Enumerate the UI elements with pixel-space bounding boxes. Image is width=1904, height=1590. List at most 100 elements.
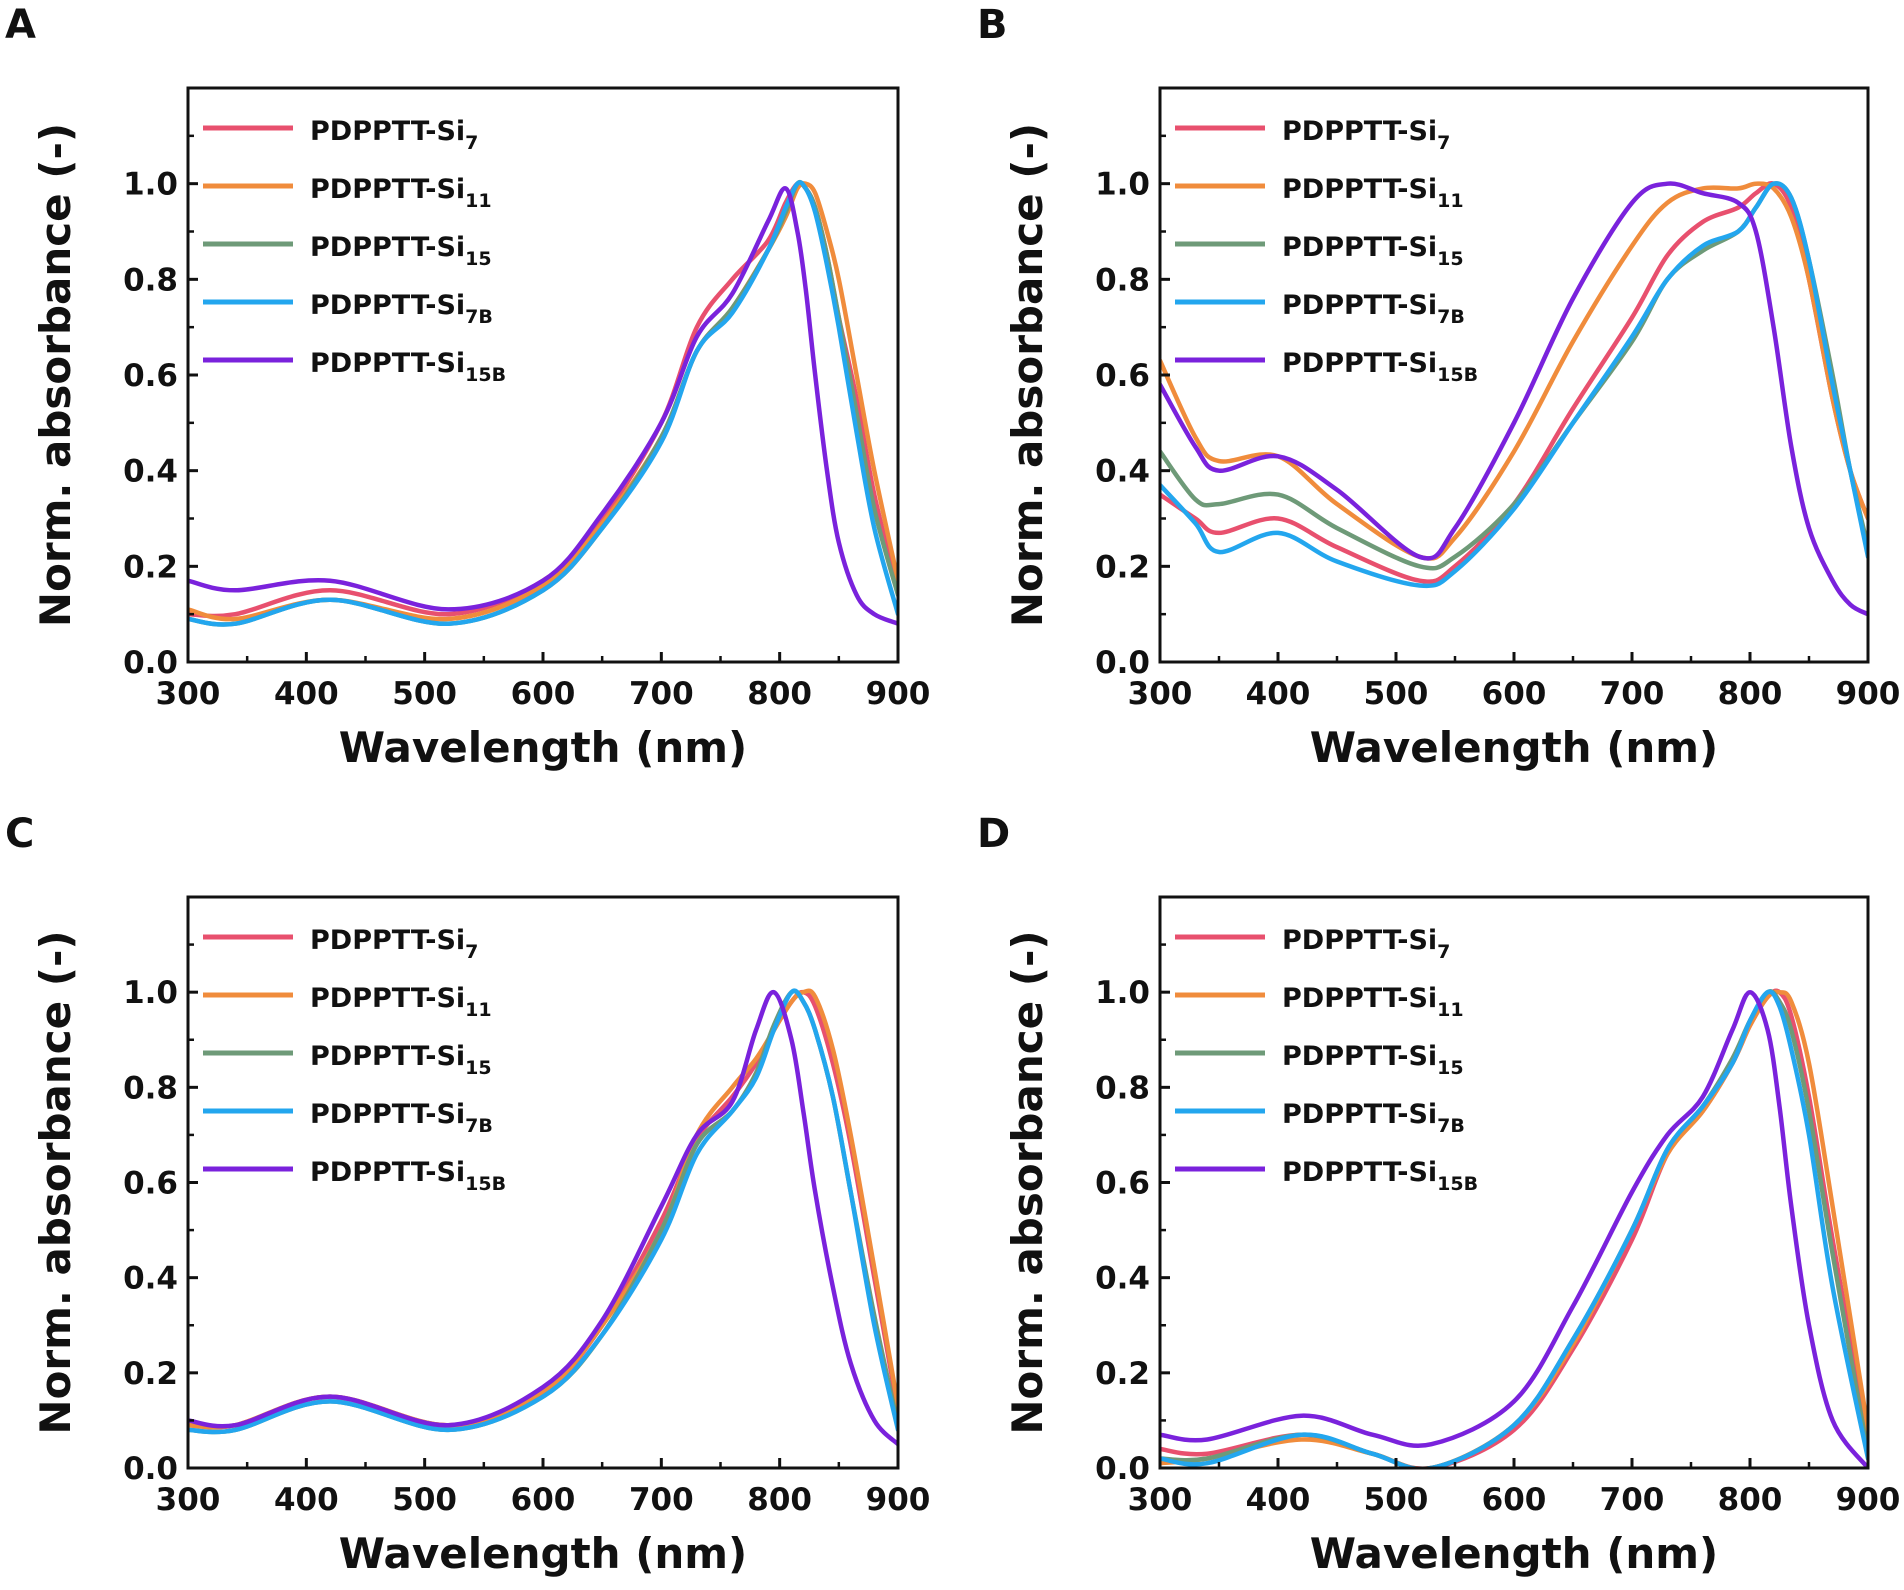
series-line-si7b	[1160, 181, 1868, 589]
legend-label-main: PDPPTT-Si	[1282, 983, 1437, 1014]
x-tick-label: 600	[511, 1482, 576, 1518]
y-axis-title: Norm. absorbance (-)	[1003, 123, 1052, 627]
legend-label: PDPPTT-Si15B	[1282, 1157, 1478, 1195]
y-tick-label: 0.8	[1095, 1070, 1150, 1106]
legend: PDPPTT-Si7PDPPTT-Si11PDPPTT-Si15PDPPTT-S…	[1175, 116, 1478, 386]
x-tick-label: 300	[1128, 676, 1193, 712]
plot-frame	[1158, 895, 1870, 1470]
y-tick-label: 0.8	[1095, 262, 1150, 298]
legend-label-main: PDPPTT-Si	[1282, 1041, 1437, 1072]
x-tick-label: 700	[1600, 1482, 1665, 1518]
legend: PDPPTT-Si7PDPPTT-Si11PDPPTT-Si15PDPPTT-S…	[203, 116, 506, 386]
x-tick-label: 900	[1836, 676, 1901, 712]
legend-label-subscript: 11	[465, 999, 491, 1021]
legend-label: PDPPTT-Si7B	[310, 1099, 493, 1137]
legend-label: PDPPTT-Si7B	[310, 290, 493, 328]
y-tick-label: 0.2	[1095, 549, 1150, 585]
x-tick-label: 500	[392, 676, 457, 712]
plot-frame	[186, 86, 900, 664]
legend-label-main: PDPPTT-Si	[310, 925, 465, 956]
y-tick-label: 0.4	[123, 454, 178, 490]
series-line-si15	[188, 179, 898, 627]
x-tick-label: 900	[1836, 1482, 1901, 1518]
legend-label-subscript: 7	[465, 132, 478, 154]
legend-label: PDPPTT-Si7	[310, 116, 478, 154]
y-tick-label: 1.0	[123, 975, 178, 1011]
legend-label-main: PDPPTT-Si	[310, 1041, 465, 1072]
y-tick-label: 0.0	[123, 645, 178, 681]
x-axis-title: Wavelength (nm)	[339, 1529, 748, 1578]
y-tick-label: 0.6	[123, 1166, 178, 1202]
panel-letter: D	[977, 811, 1010, 857]
series-group	[188, 179, 898, 627]
x-tick-label: 700	[1600, 676, 1665, 712]
y-tick-label: 1.0	[1095, 975, 1150, 1011]
legend-label-subscript: 15B	[465, 1173, 506, 1195]
y-axis-title: Norm. absorbance (-)	[31, 123, 80, 627]
legend-label-subscript: 7B	[1437, 1115, 1465, 1137]
panel-letter: B	[977, 2, 1008, 48]
plot-frame	[186, 895, 900, 1470]
series-line-si15b	[1160, 989, 1868, 1468]
legend-label: PDPPTT-Si15	[310, 232, 492, 270]
legend-label-subscript: 15	[1437, 1057, 1463, 1079]
x-tick-label: 700	[629, 676, 694, 712]
x-tick-label: 600	[1482, 1482, 1547, 1518]
legend-label-subscript: 11	[465, 190, 491, 212]
series-line-si15b	[1160, 181, 1868, 617]
x-tick-label: 400	[1246, 1482, 1311, 1518]
legend-label: PDPPTT-Si11	[1282, 174, 1464, 212]
legend-label-main: PDPPTT-Si	[310, 174, 465, 205]
legend-label-subscript: 15B	[1437, 364, 1478, 386]
legend: PDPPTT-Si7PDPPTT-Si11PDPPTT-Si15PDPPTT-S…	[1175, 925, 1478, 1195]
y-tick-label: 0.4	[1095, 454, 1150, 490]
y-tick-label: 0.2	[1095, 1356, 1150, 1392]
x-tick-label: 700	[629, 1482, 694, 1518]
legend-label-main: PDPPTT-Si	[310, 1157, 465, 1188]
x-tick-label: 300	[156, 1482, 221, 1518]
x-tick-label: 400	[274, 676, 339, 712]
legend-label-main: PDPPTT-Si	[310, 348, 465, 379]
panel-letter: C	[5, 811, 34, 857]
x-tick-label: 800	[1718, 1482, 1783, 1518]
x-tick-label: 500	[1364, 1482, 1429, 1518]
legend-label-subscript: 15	[1437, 248, 1463, 270]
y-tick-label: 1.0	[123, 167, 178, 203]
legend-label-main: PDPPTT-Si	[1282, 1157, 1437, 1188]
legend-label-subscript: 7	[1437, 941, 1450, 963]
legend-label: PDPPTT-Si15	[1282, 1041, 1464, 1079]
legend-label: PDPPTT-Si7	[310, 925, 478, 963]
x-axis-title: Wavelength (nm)	[1310, 723, 1719, 772]
x-tick-label: 600	[1482, 676, 1547, 712]
legend-label-main: PDPPTT-Si	[310, 983, 465, 1014]
legend-label-subscript: 7B	[1437, 306, 1465, 328]
y-tick-label: 0.2	[123, 1356, 178, 1392]
legend-label-main: PDPPTT-Si	[1282, 232, 1437, 263]
y-tick-label: 0.8	[123, 262, 178, 298]
series-line-si11	[188, 181, 898, 622]
legend-label-main: PDPPTT-Si	[310, 1099, 465, 1130]
legend-label-subscript: 11	[1437, 190, 1463, 212]
legend-label-subscript: 15	[465, 248, 491, 270]
x-tick-label: 300	[156, 676, 221, 712]
legend-label: PDPPTT-Si11	[1282, 983, 1464, 1021]
panel-b: B 300 400 500 600 700 800 900 0.0 0.2 0.4 0.6 0.8 1.0…	[977, 2, 1900, 772]
legend-label-subscript: 15B	[1437, 1173, 1478, 1195]
series-line-si11	[188, 988, 898, 1430]
y-axis-title: Norm. absorbance (-)	[1003, 930, 1052, 1434]
legend-label-main: PDPPTT-Si	[1282, 1099, 1437, 1130]
x-tick-label: 500	[392, 1482, 457, 1518]
series-line-si15	[1160, 989, 1868, 1468]
series-line-si7	[188, 180, 898, 619]
series-group	[1160, 988, 1868, 1468]
x-tick-label: 400	[1246, 676, 1311, 712]
legend-label: PDPPTT-Si7B	[1282, 1099, 1465, 1137]
legend-label-subscript: 7	[1437, 132, 1450, 154]
x-tick-label: 600	[511, 676, 576, 712]
y-tick-label: 1.0	[1095, 167, 1150, 203]
legend-label-main: PDPPTT-Si	[310, 290, 465, 321]
y-tick-label: 0.4	[123, 1261, 178, 1297]
legend-label-main: PDPPTT-Si	[1282, 925, 1437, 956]
y-tick-label: 0.8	[123, 1070, 178, 1106]
legend-label: PDPPTT-Si11	[310, 174, 492, 212]
